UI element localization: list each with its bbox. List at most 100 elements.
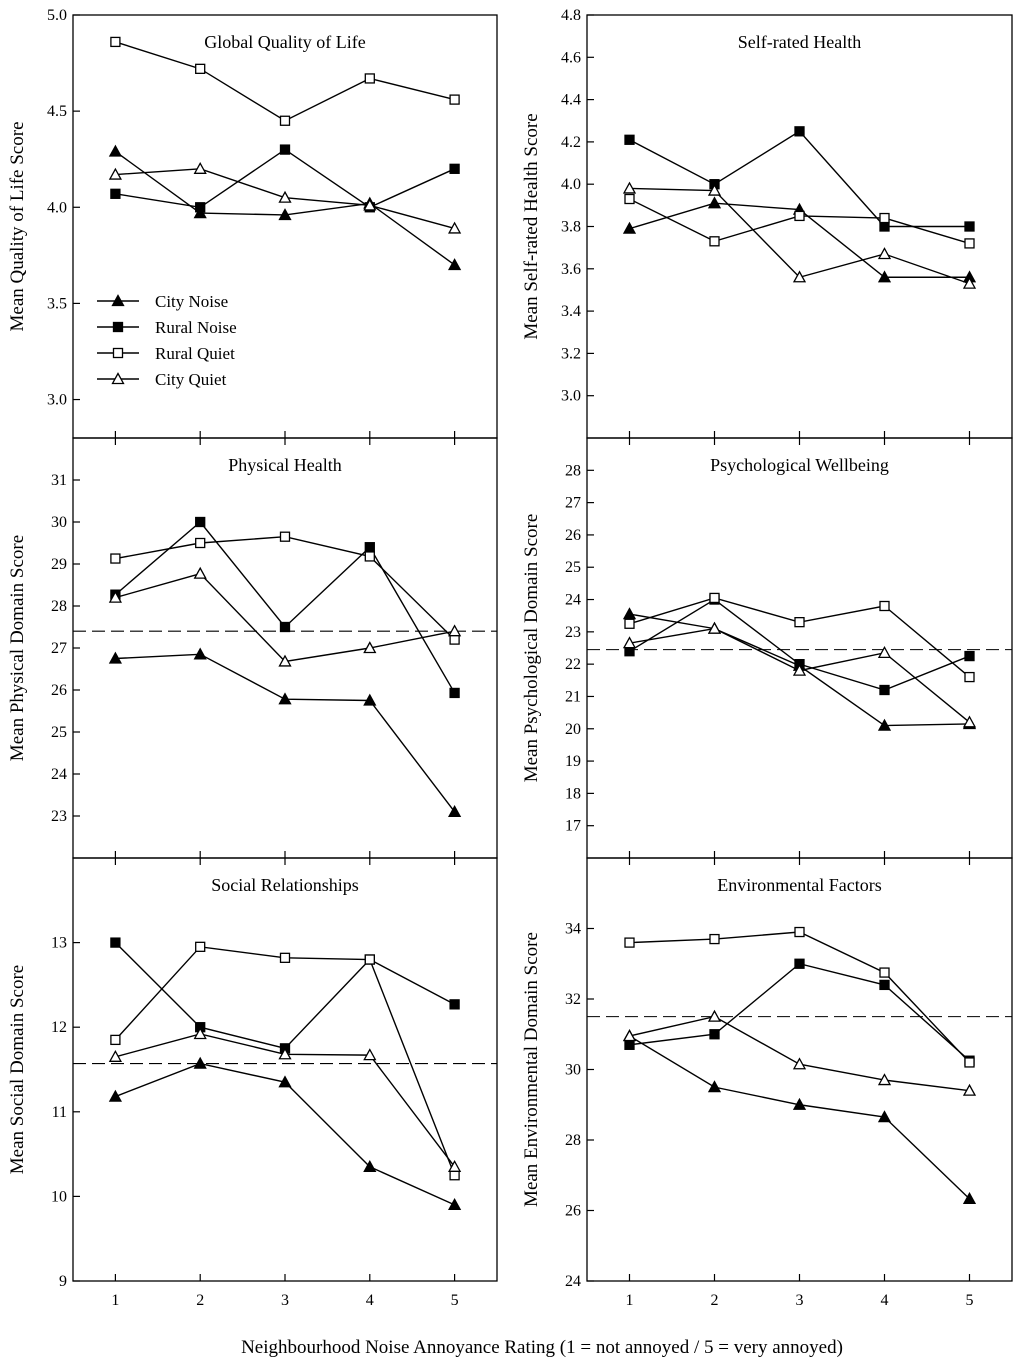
data-point bbox=[364, 542, 375, 553]
x-tick-label: 4 bbox=[366, 1292, 374, 1309]
data-point bbox=[792, 1097, 807, 1110]
data-point bbox=[709, 933, 720, 945]
data-point bbox=[877, 270, 892, 283]
legend-marker bbox=[112, 347, 124, 359]
series-rural-quiet bbox=[624, 926, 975, 1068]
data-point bbox=[877, 718, 892, 731]
data-point bbox=[193, 1027, 207, 1040]
legend-label: City Noise bbox=[155, 292, 228, 311]
data-point bbox=[110, 937, 121, 948]
legend-item-rural-quiet: Rural Quiet bbox=[97, 344, 235, 363]
data-point bbox=[794, 126, 805, 137]
y-tick-label: 3.0 bbox=[47, 392, 67, 409]
y-tick-label: 31 bbox=[51, 472, 67, 489]
y-axis-label: Mean Quality of Life Score bbox=[7, 122, 28, 332]
data-point bbox=[448, 221, 462, 234]
data-point bbox=[279, 144, 291, 155]
y-tick-label: 27 bbox=[51, 640, 67, 657]
data-point bbox=[448, 258, 462, 271]
data-point bbox=[195, 202, 206, 213]
legend-item-rural-noise: Rural Noise bbox=[97, 318, 237, 337]
legend-marker bbox=[111, 294, 125, 307]
data-point bbox=[879, 212, 890, 224]
y-tick-label: 4.6 bbox=[561, 49, 581, 66]
data-point bbox=[110, 36, 121, 48]
data-point bbox=[108, 167, 122, 180]
y-tick-label: 10 bbox=[51, 1188, 67, 1205]
data-point bbox=[278, 1075, 292, 1088]
data-point bbox=[279, 115, 291, 126]
data-point bbox=[622, 221, 637, 234]
panel-self-rated-health: 3.0 3.2 3.4 3.6 3.8 4.0 4.2 4.4 4.6 4.8 Self-rated… bbox=[521, 7, 1013, 439]
data-point bbox=[449, 1170, 460, 1181]
legend-item-city-noise: City Noise bbox=[97, 292, 228, 311]
series-rural-noise bbox=[624, 594, 975, 696]
panel-title: Psychological Wellbeing bbox=[710, 455, 889, 475]
y-tick-label: 3.5 bbox=[47, 295, 67, 312]
series-line bbox=[629, 187, 970, 285]
y-tick-label: 30 bbox=[51, 514, 67, 531]
data-point bbox=[108, 1049, 122, 1062]
data-point bbox=[622, 1029, 637, 1042]
y-tick-label: 25 bbox=[565, 559, 581, 576]
y-tick-label: 23 bbox=[565, 624, 581, 641]
legend-label: Rural Noise bbox=[155, 318, 237, 337]
y-tick-label: 3.8 bbox=[561, 219, 581, 236]
y-axis-label: Mean Physical Domain Score bbox=[7, 535, 28, 761]
y-tick-label: 9 bbox=[59, 1273, 67, 1290]
y-tick-label: 4.2 bbox=[561, 134, 581, 151]
data-point bbox=[962, 276, 977, 289]
y-tick-label: 25 bbox=[51, 724, 67, 741]
x-tick-label: 2 bbox=[196, 1292, 204, 1309]
plot-frame bbox=[72, 857, 498, 1282]
series-line bbox=[114, 946, 456, 1176]
data-point bbox=[193, 1056, 207, 1069]
data-point bbox=[363, 693, 377, 706]
data-point bbox=[448, 804, 462, 817]
data-point bbox=[195, 63, 206, 74]
data-point bbox=[794, 926, 805, 938]
series-rural-quiet bbox=[110, 531, 460, 645]
data-point bbox=[709, 592, 720, 604]
y-tick-label: 28 bbox=[565, 1132, 581, 1149]
data-point bbox=[792, 1057, 807, 1070]
plot-frame bbox=[586, 437, 1013, 859]
series-line bbox=[115, 572, 455, 663]
y-tick-label: 23 bbox=[51, 808, 67, 825]
data-point bbox=[364, 551, 375, 562]
data-point bbox=[108, 651, 122, 664]
x-tick-label: 1 bbox=[626, 1292, 634, 1309]
data-point bbox=[449, 94, 460, 105]
panel-title: Global Quality of Life bbox=[204, 32, 365, 52]
data-point bbox=[279, 531, 291, 542]
data-point bbox=[962, 1083, 977, 1096]
data-point bbox=[278, 1047, 292, 1060]
data-point bbox=[279, 952, 291, 963]
data-point bbox=[364, 73, 375, 84]
data-point bbox=[449, 999, 460, 1010]
y-tick-label: 17 bbox=[565, 818, 581, 835]
y-tick-label: 13 bbox=[51, 935, 67, 952]
x-tick-label: 3 bbox=[281, 1292, 289, 1309]
data-point bbox=[877, 645, 892, 658]
y-tick-label: 19 bbox=[565, 753, 581, 770]
panel-psychological-wellbeing: 17 18 19 20 21 22 23 24 25 26 27 28 Psychological We… bbox=[521, 437, 1013, 859]
data-point bbox=[879, 221, 890, 232]
series-line bbox=[629, 1015, 970, 1092]
data-point bbox=[195, 537, 206, 549]
data-point bbox=[448, 1159, 462, 1172]
x-tick-label: 3 bbox=[796, 1292, 804, 1309]
data-point bbox=[278, 692, 292, 705]
y-axis-label: Mean Social Domain Score bbox=[7, 965, 28, 1174]
data-point bbox=[707, 183, 722, 196]
panel-global-quality-of-life: 3.0 3.5 4.0 4.5 5.0 Global Quality of Life Mea… bbox=[7, 7, 498, 439]
series-line bbox=[629, 931, 971, 1063]
data-point bbox=[363, 1159, 377, 1172]
series-rural-quiet bbox=[624, 592, 975, 683]
data-point bbox=[448, 624, 462, 637]
legend-marker bbox=[111, 372, 125, 385]
data-point bbox=[964, 671, 975, 683]
y-tick-label: 3.4 bbox=[561, 303, 581, 320]
panel-title: Social Relationships bbox=[211, 875, 359, 895]
